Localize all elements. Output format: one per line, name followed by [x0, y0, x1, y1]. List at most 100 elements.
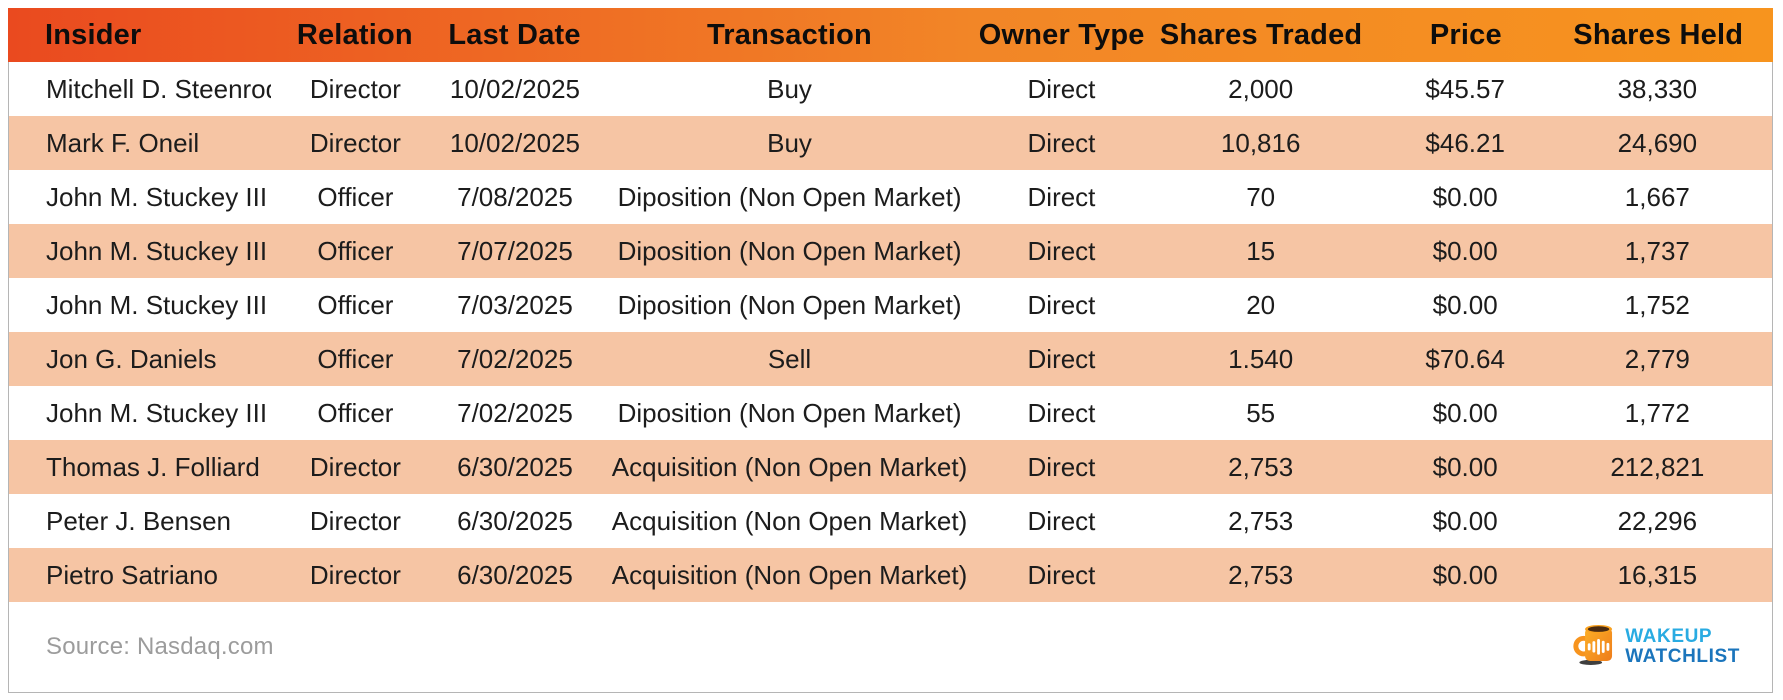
cell-insider: Thomas J. Folliard	[46, 451, 260, 482]
cell-shares-traded: 2,753	[1228, 451, 1294, 482]
cell-relation: Officer	[317, 181, 394, 212]
column-header-last-date: Last Date	[448, 18, 581, 51]
cell-transaction: Sell	[767, 343, 812, 374]
cell-price: $0.00	[1432, 451, 1498, 482]
cell-shares-held: 22,296	[1617, 505, 1698, 536]
cell-owner-type: Direct	[1027, 559, 1096, 590]
cell-insider: Peter J. Bensen	[46, 505, 231, 536]
cell-last-date: 7/07/2025	[457, 235, 573, 266]
brand-line-watchlist: WATCHLIST	[1625, 645, 1740, 667]
cell-insider: Pietro Satriano	[46, 559, 218, 590]
cell-owner-type: Direct	[1027, 451, 1096, 482]
table-row: Pietro Satriano Director 6/30/2025 Acqui…	[9, 548, 1772, 602]
column-header-price: Price	[1429, 18, 1502, 51]
cell-price: $0.00	[1432, 289, 1498, 320]
cell-last-date: 10/02/2025	[449, 73, 581, 104]
cell-owner-type: Direct	[1027, 397, 1096, 428]
cell-price: $0.00	[1432, 559, 1498, 590]
source-attribution: Source: Nasdaq.com	[46, 632, 274, 660]
table-row: Jon G. Daniels Officer 7/02/2025 Sell Di…	[9, 332, 1772, 386]
table-row: Peter J. Bensen Director 6/30/2025 Acqui…	[9, 494, 1772, 548]
cell-owner-type: Direct	[1027, 343, 1096, 374]
cell-insider: Mark F. Oneil	[46, 127, 200, 158]
cell-last-date: 6/30/2025	[457, 505, 573, 536]
column-header-transaction: Transaction	[706, 18, 872, 51]
table-footer: Source: Nasdaq.com	[9, 602, 1772, 691]
cell-last-date: 10/02/2025	[449, 127, 581, 158]
cell-last-date: 7/02/2025	[457, 397, 573, 428]
cell-shares-traded: 10,816	[1220, 127, 1301, 158]
cell-shares-held: 16,315	[1617, 559, 1698, 590]
cell-transaction: Diposition (Non Open Market)	[617, 235, 962, 266]
table-row: John M. Stuckey III Officer 7/07/2025 Di…	[9, 224, 1772, 278]
cell-last-date: 6/30/2025	[457, 451, 573, 482]
cell-shares-held: 24,690	[1617, 127, 1698, 158]
cell-insider: John M. Stuckey III	[46, 289, 268, 320]
cell-price: $0.00	[1432, 397, 1498, 428]
cell-transaction: Acquisition (Non Open Market)	[611, 451, 968, 482]
column-header-relation: Relation	[296, 18, 413, 51]
cell-owner-type: Direct	[1027, 235, 1096, 266]
cell-relation: Director	[309, 505, 401, 536]
table-row: John M. Stuckey III Officer 7/03/2025 Di…	[9, 278, 1772, 332]
cell-price: $0.00	[1432, 181, 1498, 212]
cell-shares-traded: 15	[1246, 235, 1276, 266]
cell-relation: Director	[309, 73, 401, 104]
cell-last-date: 6/30/2025	[457, 559, 573, 590]
column-header-shares-traded: Shares Traded	[1159, 18, 1363, 51]
cell-shares-traded: 1.540	[1228, 343, 1294, 374]
table-header-row: Insider Relation Last Date Transaction O…	[8, 8, 1773, 62]
column-header-insider: Insider	[45, 18, 142, 51]
table-row: John M. Stuckey III Officer 7/02/2025 Di…	[9, 386, 1772, 440]
cell-insider: John M. Stuckey III	[46, 181, 268, 212]
cell-shares-traded: 70	[1246, 181, 1276, 212]
cell-shares-held: 1,737	[1624, 235, 1690, 266]
cell-insider: Jon G. Daniels	[46, 343, 217, 374]
brand-line-wakeup: WAKEUP	[1625, 625, 1713, 647]
cell-transaction: Diposition (Non Open Market)	[617, 181, 962, 212]
cell-owner-type: Direct	[1027, 73, 1096, 104]
cell-price: $45.57	[1425, 73, 1505, 104]
cell-relation: Officer	[317, 343, 394, 374]
table-row: Mitchell D. Steenrod Director 10/02/2025…	[9, 62, 1772, 116]
cell-transaction: Buy	[767, 127, 812, 158]
column-header-owner-type: Owner Type	[978, 18, 1145, 51]
cell-shares-traded: 2,753	[1228, 559, 1294, 590]
cell-insider: Mitchell D. Steenrod	[46, 73, 271, 104]
cell-shares-traded: 55	[1246, 397, 1276, 428]
table-body: Mitchell D. Steenrod Director 10/02/2025…	[9, 62, 1772, 602]
cell-relation: Officer	[317, 289, 394, 320]
cell-relation: Director	[309, 559, 401, 590]
cell-relation: Officer	[317, 235, 394, 266]
cell-shares-traded: 2,000	[1228, 73, 1294, 104]
wakeup-watchlist-logo: WAKEUP WATCHLIST	[1572, 622, 1740, 671]
table-row: Mark F. Oneil Director 10/02/2025 Buy Di…	[9, 116, 1772, 170]
insider-trades-table: Insider Relation Last Date Transaction O…	[8, 8, 1773, 693]
cell-owner-type: Direct	[1027, 127, 1096, 158]
cell-price: $0.00	[1432, 505, 1498, 536]
cell-owner-type: Direct	[1027, 181, 1096, 212]
cell-last-date: 7/08/2025	[457, 181, 573, 212]
brand-wordmark: WAKEUP WATCHLIST	[1625, 625, 1740, 667]
cell-shares-held: 1,667	[1624, 181, 1690, 212]
cell-owner-type: Direct	[1027, 505, 1096, 536]
table-row: John M. Stuckey III Officer 7/08/2025 Di…	[9, 170, 1772, 224]
cell-owner-type: Direct	[1027, 289, 1096, 320]
coffee-mug-equalizer-icon	[1572, 622, 1618, 671]
cell-relation: Director	[309, 451, 401, 482]
cell-transaction: Diposition (Non Open Market)	[617, 397, 962, 428]
cell-shares-held: 38,330	[1617, 73, 1698, 104]
cell-price: $70.64	[1425, 343, 1505, 374]
cell-transaction: Buy	[767, 73, 812, 104]
cell-price: $0.00	[1432, 235, 1498, 266]
cell-last-date: 7/02/2025	[457, 343, 573, 374]
cell-shares-held: 212,821	[1610, 451, 1705, 482]
cell-insider: John M. Stuckey III	[46, 235, 268, 266]
cell-shares-held: 1,752	[1624, 289, 1690, 320]
table-row: Thomas J. Folliard Director 6/30/2025 Ac…	[9, 440, 1772, 494]
column-header-shares-held: Shares Held	[1573, 18, 1744, 51]
cell-transaction: Acquisition (Non Open Market)	[611, 505, 968, 536]
cell-transaction: Acquisition (Non Open Market)	[611, 559, 968, 590]
cell-shares-held: 2,779	[1624, 343, 1690, 374]
cell-price: $46.21	[1425, 127, 1505, 158]
